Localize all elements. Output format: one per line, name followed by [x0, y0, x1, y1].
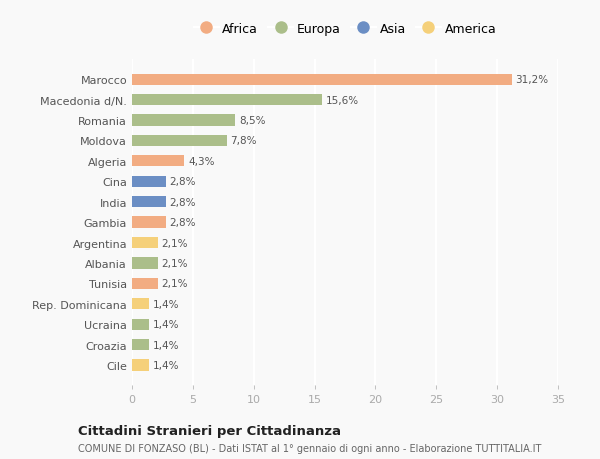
Bar: [132, 237, 158, 249]
Bar: [132, 176, 166, 187]
Text: 2,1%: 2,1%: [161, 279, 188, 289]
Text: 8,5%: 8,5%: [239, 116, 266, 126]
Text: COMUNE DI FONZASO (BL) - Dati ISTAT al 1° gennaio di ogni anno - Elaborazione TU: COMUNE DI FONZASO (BL) - Dati ISTAT al 1…: [78, 443, 541, 453]
Bar: [132, 298, 149, 310]
Text: 1,4%: 1,4%: [152, 319, 179, 330]
Text: 1,4%: 1,4%: [152, 340, 179, 350]
Bar: [132, 74, 512, 86]
Text: 2,1%: 2,1%: [161, 238, 188, 248]
Text: 4,3%: 4,3%: [188, 157, 214, 167]
Text: 15,6%: 15,6%: [326, 95, 359, 106]
Bar: [132, 115, 235, 126]
Text: 1,4%: 1,4%: [152, 360, 179, 370]
Text: 2,8%: 2,8%: [170, 177, 196, 187]
Text: 2,1%: 2,1%: [161, 258, 188, 269]
Bar: [132, 339, 149, 350]
Text: Cittadini Stranieri per Cittadinanza: Cittadini Stranieri per Cittadinanza: [78, 424, 341, 437]
Bar: [132, 217, 166, 228]
Text: 2,8%: 2,8%: [170, 197, 196, 207]
Bar: [132, 196, 166, 208]
Bar: [132, 135, 227, 147]
Bar: [132, 278, 158, 289]
Text: 1,4%: 1,4%: [152, 299, 179, 309]
Bar: [132, 156, 184, 167]
Bar: [132, 359, 149, 371]
Bar: [132, 95, 322, 106]
Text: 7,8%: 7,8%: [230, 136, 257, 146]
Text: 2,8%: 2,8%: [170, 218, 196, 228]
Bar: [132, 258, 158, 269]
Legend: Africa, Europa, Asia, America: Africa, Europa, Asia, America: [191, 20, 499, 38]
Text: 31,2%: 31,2%: [515, 75, 548, 85]
Bar: [132, 319, 149, 330]
